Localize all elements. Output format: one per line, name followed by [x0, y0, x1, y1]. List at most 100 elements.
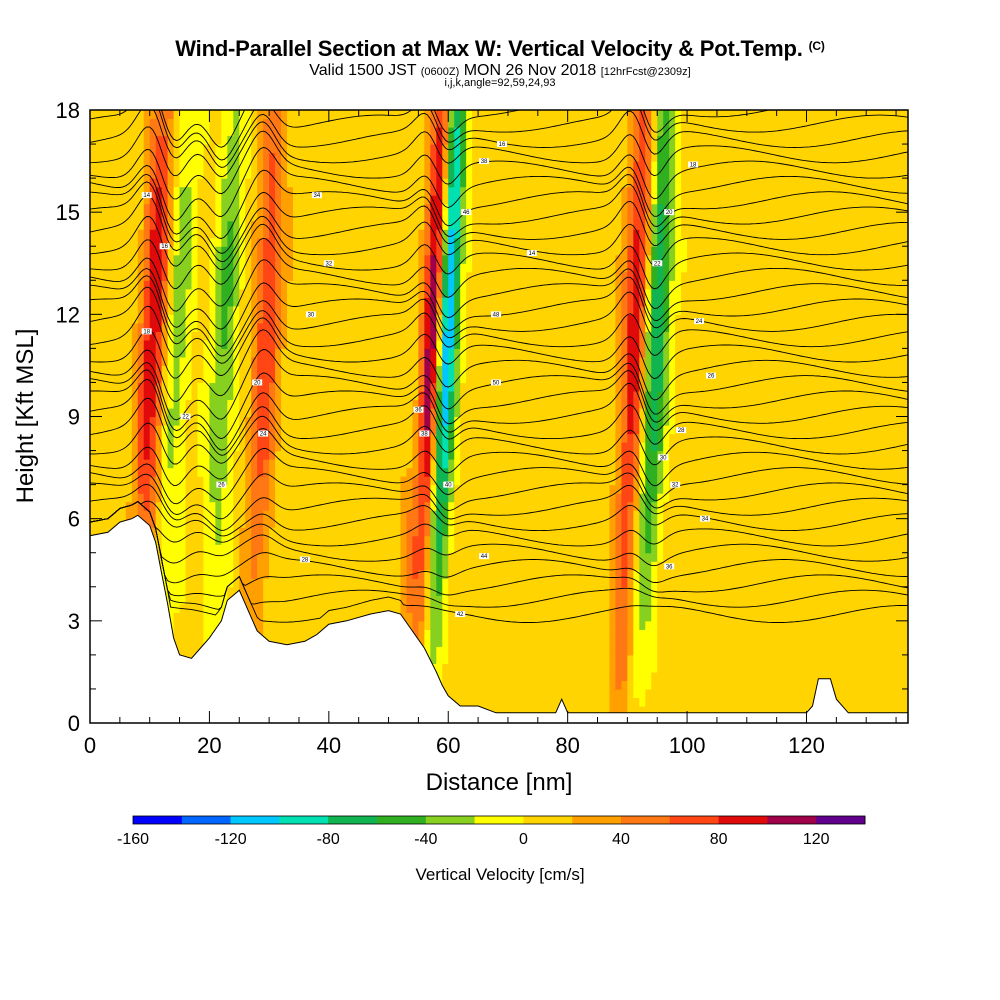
velocity-cell — [454, 510, 461, 520]
velocity-cell — [400, 118, 408, 128]
velocity-cell — [346, 390, 354, 401]
velocity-cell — [227, 382, 234, 392]
velocity-cell — [478, 118, 485, 128]
velocity-cell — [149, 161, 157, 171]
velocity-cell — [90, 203, 97, 213]
velocity-cell — [221, 535, 228, 545]
velocity-cell — [287, 459, 294, 469]
velocity-cell — [203, 569, 211, 579]
velocity-cell — [382, 237, 390, 247]
velocity-cell — [436, 305, 443, 315]
velocity-cell — [251, 220, 258, 230]
velocity-cell — [322, 382, 330, 392]
velocity-cell — [424, 510, 431, 520]
velocity-cell — [113, 314, 121, 324]
velocity-cell — [322, 467, 330, 477]
velocity-cell — [197, 476, 205, 486]
velocity-cell — [221, 288, 228, 298]
velocity-cell — [233, 382, 240, 392]
velocity-cell — [191, 586, 199, 596]
velocity-cell — [460, 569, 467, 579]
velocity-cell — [149, 110, 157, 120]
velocity-cell — [376, 169, 384, 179]
velocity-cell — [239, 442, 246, 452]
velocity-cell — [406, 152, 414, 162]
velocity-cell — [161, 314, 169, 324]
velocity-cell — [316, 569, 324, 579]
velocity-cell — [340, 476, 348, 486]
velocity-cell — [281, 144, 288, 154]
velocity-cell — [466, 305, 473, 315]
velocity-cell — [185, 629, 193, 639]
velocity-cell — [406, 288, 414, 298]
velocity-cell — [275, 373, 282, 384]
velocity-cell — [233, 365, 240, 375]
velocity-cell — [346, 518, 354, 528]
velocity-cell — [352, 501, 360, 511]
velocity-cell — [298, 297, 306, 307]
velocity-cell — [185, 390, 193, 401]
velocity-cell — [496, 586, 503, 596]
velocity-cell — [460, 322, 467, 332]
velocity-cell — [394, 527, 402, 537]
velocity-cell — [394, 442, 402, 452]
velocity-cell — [275, 595, 282, 605]
velocity-cell — [478, 280, 485, 290]
velocity-cell — [179, 297, 187, 307]
velocity-cell — [370, 280, 378, 290]
velocity-cell — [179, 578, 187, 588]
velocity-cell — [161, 331, 169, 341]
velocity-cell — [346, 220, 354, 230]
velocity-cell — [418, 629, 425, 639]
velocity-cell — [304, 527, 312, 537]
velocity-cell — [155, 212, 163, 222]
velocity-cell — [316, 237, 324, 247]
velocity-cell — [179, 152, 187, 162]
velocity-cell — [442, 552, 449, 562]
velocity-cell — [269, 629, 276, 639]
velocity-cell — [185, 356, 193, 367]
velocity-cell — [298, 152, 306, 162]
velocity-cell — [179, 127, 187, 137]
velocity-cell — [340, 246, 348, 256]
velocity-cell — [412, 152, 419, 162]
velocity-cell — [95, 152, 103, 162]
velocity-cell — [442, 663, 449, 673]
velocity-cell — [95, 186, 103, 196]
velocity-cell — [388, 178, 396, 188]
velocity-cell — [460, 433, 467, 443]
velocity-cell — [460, 688, 467, 699]
velocity-cell — [269, 518, 276, 528]
velocity-cell — [490, 603, 497, 613]
velocity-cell — [406, 603, 414, 613]
velocity-cell — [478, 603, 485, 613]
velocity-cell — [358, 237, 366, 247]
velocity-cell — [418, 467, 425, 477]
velocity-cell — [143, 195, 151, 205]
velocity-cell — [298, 263, 306, 273]
velocity-cell — [334, 399, 342, 409]
velocity-cell — [358, 178, 366, 188]
velocity-cell — [161, 348, 169, 358]
velocity-cell — [167, 476, 175, 486]
velocity-cell — [406, 331, 414, 341]
velocity-cell — [406, 586, 414, 596]
velocity-cell — [263, 407, 270, 418]
velocity-cell — [484, 271, 491, 281]
velocity-cell — [394, 416, 402, 426]
velocity-cell — [466, 688, 473, 699]
velocity-cell — [185, 118, 193, 128]
velocity-cell — [382, 195, 390, 205]
velocity-cell — [466, 390, 473, 401]
velocity-cell — [107, 459, 115, 469]
velocity-cell — [496, 688, 503, 699]
velocity-cell — [436, 654, 443, 664]
velocity-cell — [454, 459, 461, 469]
velocity-cell — [131, 305, 139, 315]
velocity-cell — [388, 314, 396, 324]
velocity-cell — [496, 612, 503, 622]
velocity-cell — [442, 237, 449, 247]
velocity-cell — [161, 544, 169, 554]
velocity-cell — [95, 365, 103, 375]
velocity-cell — [245, 348, 252, 358]
